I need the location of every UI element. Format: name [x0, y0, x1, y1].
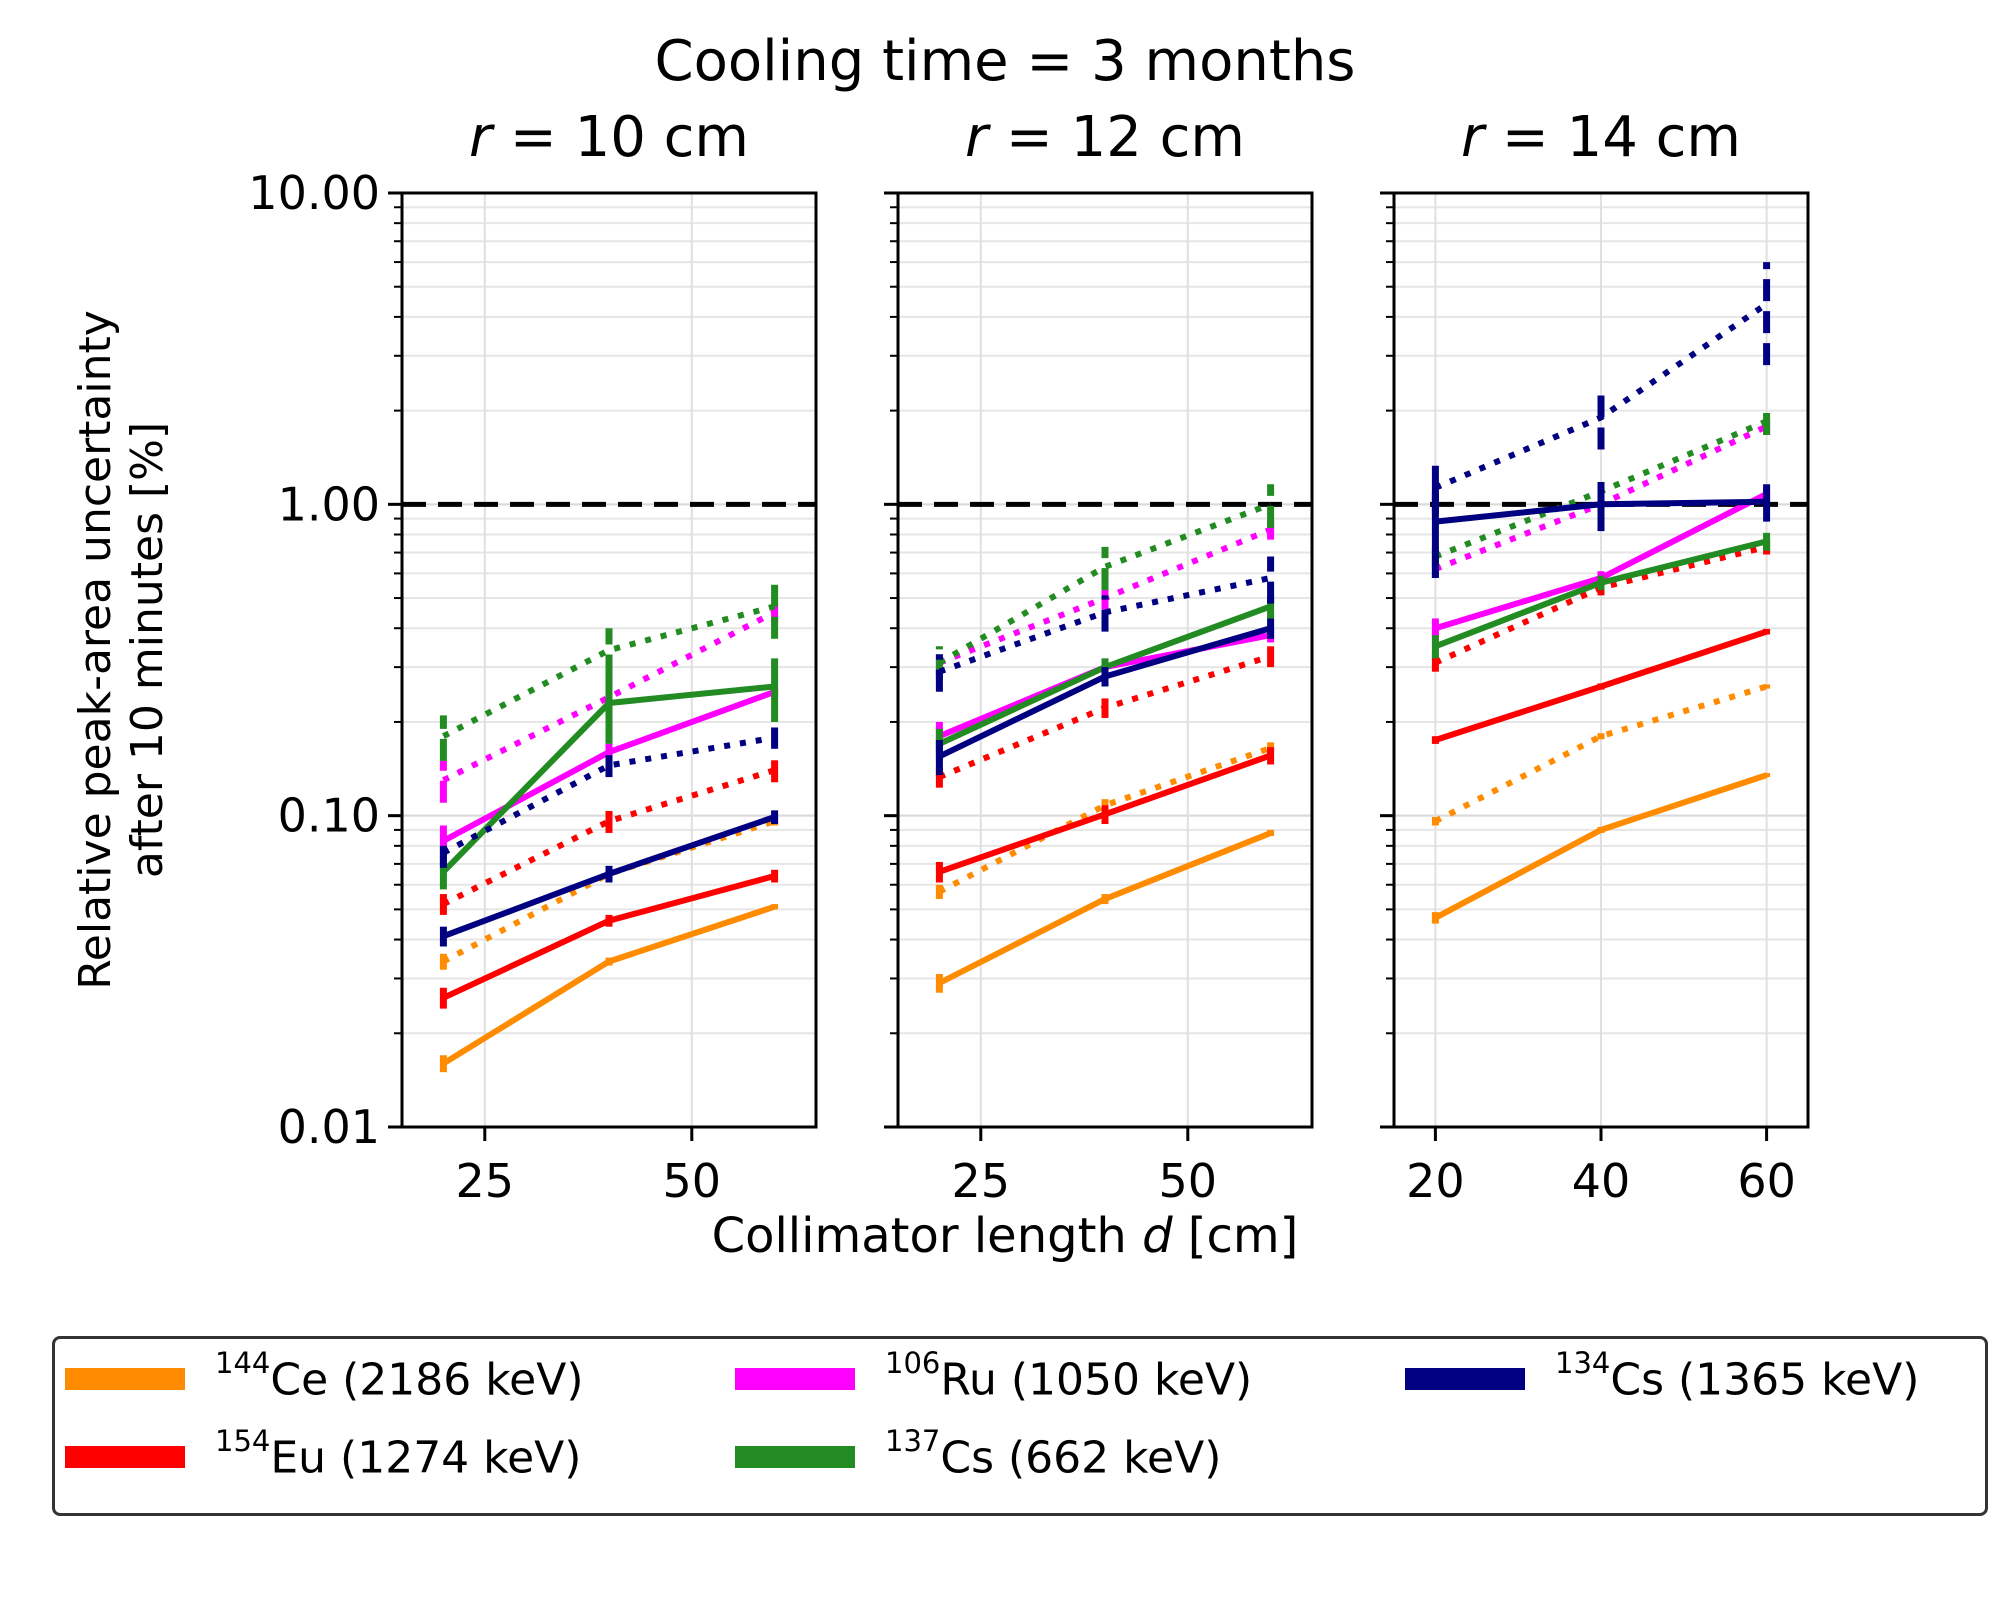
legend-item-Cs134: 134Cs (1365 keV)	[1405, 1346, 1920, 1409]
x-tick-label: 50	[1159, 1154, 1218, 1208]
panel-subtitle: r = 10 cm	[469, 105, 749, 170]
legend-item-Eu: 154Eu (1274 keV)	[65, 1424, 582, 1487]
legend-label: 106Ru (1050 keV)	[885, 1346, 1253, 1406]
legend-label: 144Ce (2186 keV)	[215, 1346, 584, 1406]
y-axis-label-line2: after 10 minutes [%]	[122, 422, 173, 878]
legend-swatch	[65, 1446, 185, 1468]
y-tick-label: 1.00	[278, 477, 380, 531]
series-line-Eu-solid	[442, 873, 776, 1001]
panel-1: r = 10 cm 0.01 0.10 1.00 10.00 25 50	[248, 105, 818, 1208]
y-tick-label: 10.00	[248, 166, 380, 220]
chart-title: Cooling time = 3 months	[655, 29, 1356, 94]
y-tick-label: 0.01	[278, 1100, 380, 1154]
y-axis-label-line1: Relative peak-area uncertainty	[70, 310, 121, 990]
legend-swatch	[1405, 1368, 1525, 1390]
legend-item-Cs137: 137Cs (662 keV)	[735, 1424, 1222, 1487]
panel-3: r = 14 cm 20 40 60	[1380, 105, 1810, 1208]
x-tick-label: 50	[663, 1154, 722, 1208]
legend-swatch	[735, 1446, 855, 1468]
y-tick-label: 0.10	[278, 789, 380, 843]
panel-frame	[400, 191, 818, 1129]
legend-item-Ce: 144Ce (2186 keV)	[65, 1346, 584, 1409]
legend-label: 134Cs (1365 keV)	[1555, 1346, 1920, 1406]
legend-swatch	[65, 1368, 185, 1390]
series-line-Ce-solid	[441, 903, 776, 1067]
x-tick-label: 60	[1737, 1154, 1796, 1208]
y-axis-label: Relative peak-area uncertainty after 10 …	[70, 310, 173, 990]
legend-swatch	[735, 1368, 855, 1390]
series-line-Cs134-dotted	[938, 575, 1272, 675]
legend-label: 154Eu (1274 keV)	[215, 1424, 582, 1484]
x-tick-label: 20	[1406, 1154, 1465, 1208]
x-tick-label: 25	[952, 1154, 1011, 1208]
legend-item-Ru: 106Ru (1050 keV)	[735, 1346, 1253, 1409]
panel-subtitle: r = 12 cm	[965, 105, 1245, 170]
panel-frame	[896, 191, 1314, 1129]
x-axis-label: Collimator length d [cm]	[712, 1208, 1299, 1264]
series-line-Cs137-dotted	[937, 501, 1272, 666]
series-line-Ru-dotted	[442, 609, 776, 783]
legend: 144Ce (2186 keV) 106Ru (1050 keV) 134Cs (1…	[52, 1336, 1988, 1516]
panel-2: r = 12 cm 25 50	[884, 105, 1314, 1208]
panels-layer: r = 10 cm 0.01 0.10 1.00 10.00 25 50 r = 12 cm 2…	[248, 105, 1810, 1208]
legend-label: 137Cs (662 keV)	[885, 1424, 1222, 1484]
x-tick-label: 25	[456, 1154, 515, 1208]
panel-subtitle: r = 14 cm	[1461, 105, 1741, 170]
x-tick-label: 40	[1572, 1154, 1631, 1208]
